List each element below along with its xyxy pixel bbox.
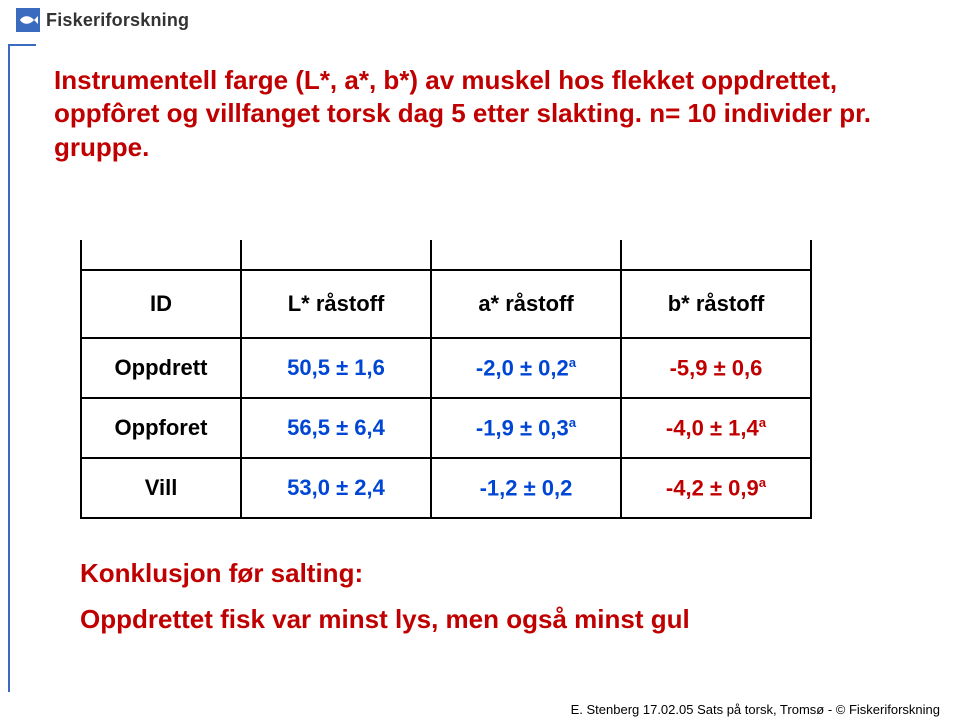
row1-b: -4,0 ± 1,4a (621, 398, 811, 458)
table-header-l: L* råstoff (241, 270, 431, 338)
table-header-id: ID (81, 270, 241, 338)
brand-name: Fiskeriforskning (46, 10, 189, 31)
frame-horizontal-line (8, 44, 36, 46)
page: Fiskeriforskning Instrumentell farge (L*… (0, 0, 960, 727)
row1-a: -1,9 ± 0,3a (431, 398, 621, 458)
row2-b: -4,2 ± 0,9a (621, 458, 811, 518)
footer-text: E. Stenberg 17.02.05 Sats på torsk, Trom… (571, 702, 940, 717)
slide-title: Instrumentell farge (L*, a*, b*) av musk… (54, 64, 894, 164)
row2-a: -1,2 ± 0,2 (431, 458, 621, 518)
table-header-row: ID L* råstoff a* råstoff b* råstoff (81, 270, 811, 338)
table-header-a: a* råstoff (431, 270, 621, 338)
table-row: Oppdrett 50,5 ± 1,6 -2,0 ± 0,2a -5,9 ± 0… (81, 338, 811, 398)
table-spacer-row (81, 240, 811, 270)
row1-l: 56,5 ± 6,4 (241, 398, 431, 458)
table-header-b: b* råstoff (621, 270, 811, 338)
conclusion-line1: Konklusjon før salting: (80, 558, 363, 589)
table-row: Vill 53,0 ± 2,4 -1,2 ± 0,2 -4,2 ± 0,9a (81, 458, 811, 518)
logo: Fiskeriforskning (16, 8, 189, 32)
row0-id: Oppdrett (81, 338, 241, 398)
row1-id: Oppforet (81, 398, 241, 458)
row0-b: -5,9 ± 0,6 (621, 338, 811, 398)
conclusion-line2: Oppdrettet fisk var minst lys, men også … (80, 604, 690, 635)
row0-l: 50,5 ± 1,6 (241, 338, 431, 398)
row2-id: Vill (81, 458, 241, 518)
row2-l: 53,0 ± 2,4 (241, 458, 431, 518)
color-data-table: ID L* råstoff a* råstoff b* råstoff Oppd… (80, 240, 812, 519)
fish-logo-icon (16, 8, 40, 32)
frame-vertical-line (8, 44, 10, 692)
row0-a: -2,0 ± 0,2a (431, 338, 621, 398)
table-row: Oppforet 56,5 ± 6,4 -1,9 ± 0,3a -4,0 ± 1… (81, 398, 811, 458)
